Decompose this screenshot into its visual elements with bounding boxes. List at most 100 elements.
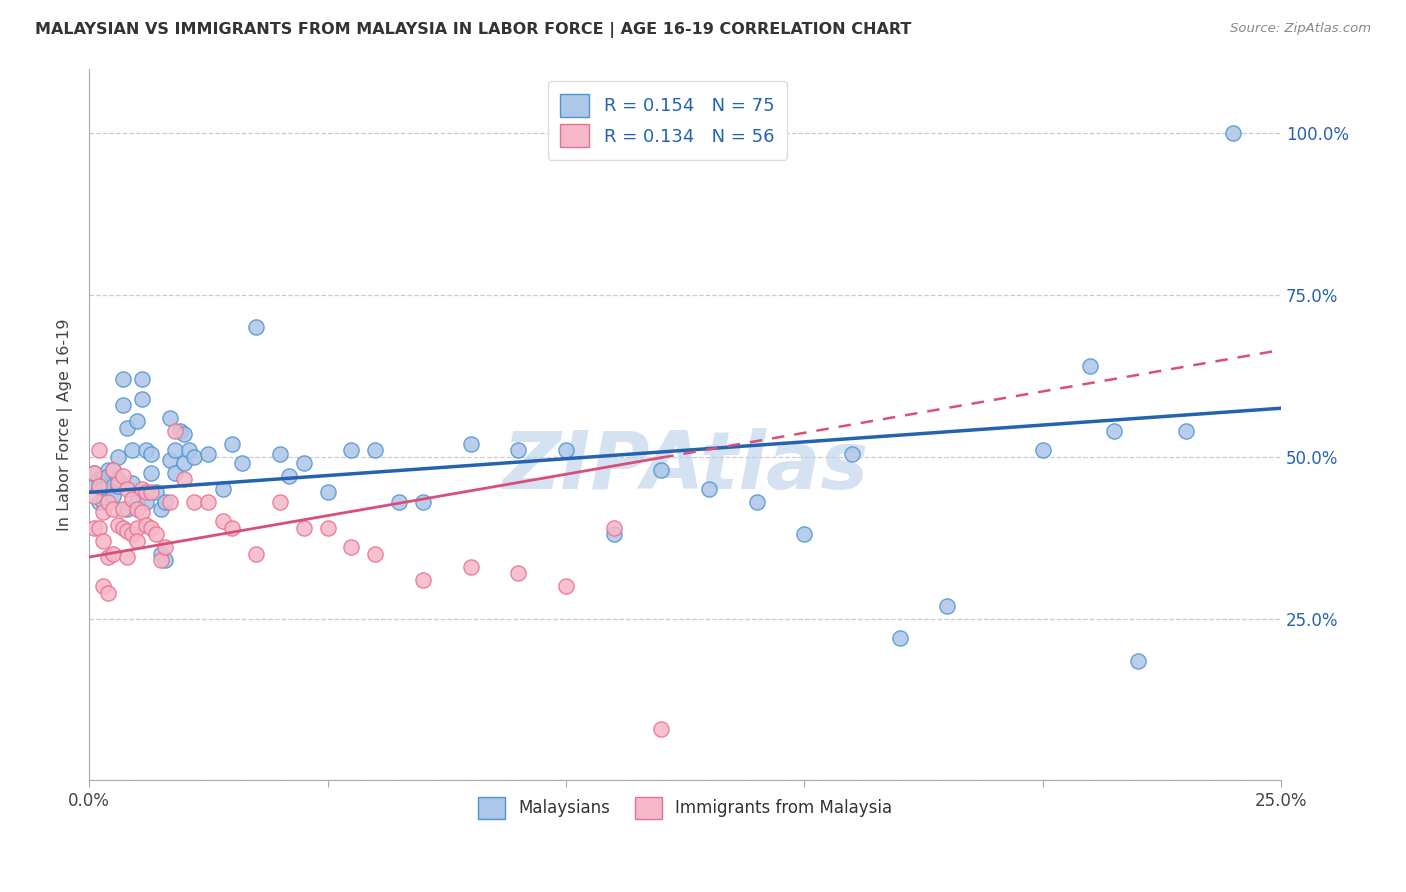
Point	[139, 466, 162, 480]
Point	[121, 491, 143, 506]
Point	[460, 437, 482, 451]
Point	[163, 466, 186, 480]
Point	[107, 517, 129, 532]
Legend: Malaysians, Immigrants from Malaysia: Malaysians, Immigrants from Malaysia	[471, 790, 898, 825]
Point	[125, 501, 148, 516]
Point	[125, 533, 148, 548]
Point	[197, 446, 219, 460]
Point	[93, 579, 115, 593]
Point	[231, 456, 253, 470]
Point	[412, 573, 434, 587]
Point	[245, 547, 267, 561]
Point	[602, 521, 624, 535]
Point	[183, 495, 205, 509]
Point	[650, 722, 672, 736]
Point	[340, 541, 363, 555]
Point	[93, 533, 115, 548]
Point	[1102, 424, 1125, 438]
Point	[245, 320, 267, 334]
Point	[87, 479, 110, 493]
Point	[173, 472, 195, 486]
Point	[125, 495, 148, 509]
Point	[460, 559, 482, 574]
Point	[269, 446, 291, 460]
Point	[388, 495, 411, 509]
Point	[221, 437, 243, 451]
Point	[117, 524, 139, 538]
Point	[292, 521, 315, 535]
Point	[602, 527, 624, 541]
Point	[159, 411, 181, 425]
Point	[936, 599, 959, 613]
Point	[221, 521, 243, 535]
Point	[316, 485, 339, 500]
Point	[139, 446, 162, 460]
Point	[508, 443, 530, 458]
Point	[93, 482, 115, 496]
Point	[197, 495, 219, 509]
Point	[135, 495, 157, 509]
Point	[554, 443, 576, 458]
Point	[97, 469, 120, 483]
Point	[93, 495, 115, 509]
Point	[135, 517, 157, 532]
Point	[101, 463, 124, 477]
Point	[139, 521, 162, 535]
Point	[155, 495, 177, 509]
Point	[121, 443, 143, 458]
Point	[745, 495, 768, 509]
Point	[83, 466, 105, 480]
Point	[87, 521, 110, 535]
Point	[117, 550, 139, 565]
Point	[269, 495, 291, 509]
Point	[412, 495, 434, 509]
Point	[292, 456, 315, 470]
Point	[87, 495, 110, 509]
Point	[316, 521, 339, 535]
Point	[107, 472, 129, 486]
Point	[131, 505, 153, 519]
Point	[173, 456, 195, 470]
Point	[149, 501, 172, 516]
Point	[117, 420, 139, 434]
Point	[97, 479, 120, 493]
Point	[83, 489, 105, 503]
Point	[111, 501, 134, 516]
Point	[83, 521, 105, 535]
Point	[364, 547, 387, 561]
Point	[131, 482, 153, 496]
Point	[107, 450, 129, 464]
Point	[87, 443, 110, 458]
Point	[83, 466, 105, 480]
Point	[793, 527, 815, 541]
Point	[117, 501, 139, 516]
Point	[101, 463, 124, 477]
Point	[97, 463, 120, 477]
Point	[173, 427, 195, 442]
Point	[107, 475, 129, 490]
Point	[159, 495, 181, 509]
Point	[1174, 424, 1197, 438]
Point	[841, 446, 863, 460]
Point	[340, 443, 363, 458]
Point	[650, 463, 672, 477]
Point	[1222, 126, 1244, 140]
Point	[278, 469, 301, 483]
Point	[87, 472, 110, 486]
Point	[131, 392, 153, 406]
Point	[107, 479, 129, 493]
Point	[211, 482, 233, 496]
Point	[97, 550, 120, 565]
Point	[508, 566, 530, 581]
Point	[111, 521, 134, 535]
Point	[364, 443, 387, 458]
Point	[87, 479, 110, 493]
Point	[163, 424, 186, 438]
Point	[101, 547, 124, 561]
Point	[125, 414, 148, 428]
Point	[125, 521, 148, 535]
Point	[169, 424, 191, 438]
Point	[145, 485, 167, 500]
Point	[163, 443, 186, 458]
Point	[697, 482, 720, 496]
